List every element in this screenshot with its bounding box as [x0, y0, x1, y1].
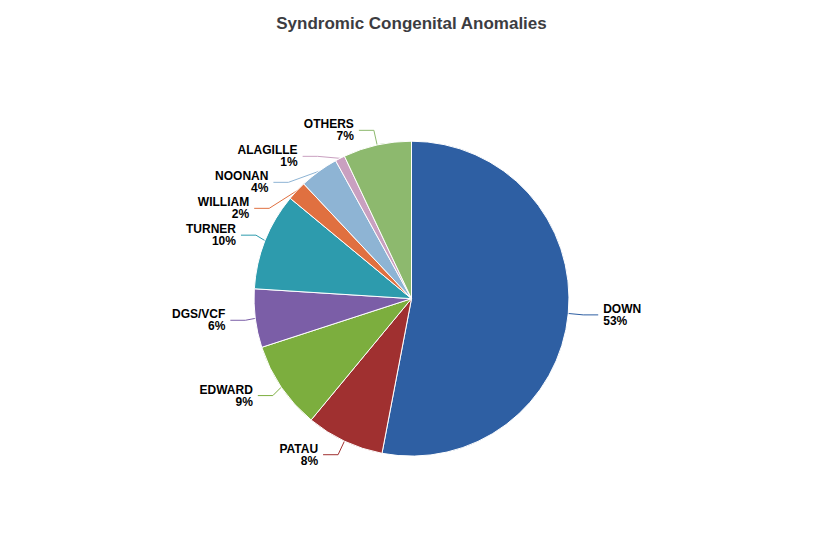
svg-text:OTHERS: OTHERS — [303, 117, 354, 132]
svg-text:9%: 9% — [235, 395, 253, 409]
svg-text:10%: 10% — [212, 234, 236, 248]
svg-text:EDWARD: EDWARD — [199, 382, 253, 397]
svg-text:DGS/VCF: DGS/VCF — [172, 307, 226, 322]
svg-text:1%: 1% — [280, 155, 298, 169]
svg-text:8%: 8% — [301, 454, 319, 468]
svg-text:WILLIAM: WILLIAM — [197, 195, 250, 210]
svg-text:4%: 4% — [251, 181, 269, 195]
svg-text:2%: 2% — [232, 207, 250, 221]
svg-text:Syndromic Congenital Anomalies: Syndromic Congenital Anomalies — [276, 14, 546, 33]
svg-text:7%: 7% — [337, 129, 355, 143]
svg-text:DOWN: DOWN — [603, 301, 642, 316]
svg-text:TURNER: TURNER — [186, 222, 236, 237]
svg-text:6%: 6% — [208, 319, 226, 333]
svg-text:PATAU: PATAU — [279, 441, 319, 456]
svg-text:ALAGILLE: ALAGILLE — [237, 143, 298, 158]
svg-text:53%: 53% — [603, 314, 627, 328]
svg-text:NOONAN: NOONAN — [215, 169, 269, 184]
